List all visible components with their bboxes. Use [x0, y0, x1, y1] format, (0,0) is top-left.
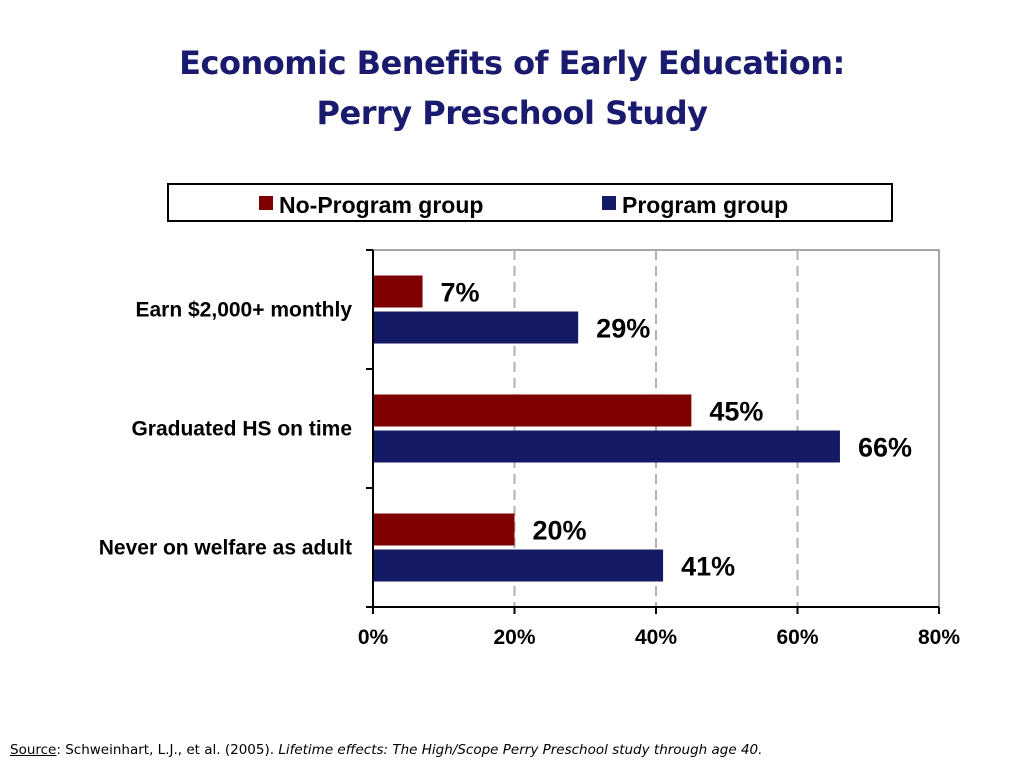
x-tick-label: 40%: [635, 626, 677, 649]
legend-swatch-no-program: [259, 196, 273, 210]
title-line-1: Economic Benefits of Early Education:: [179, 44, 845, 82]
x-tick-label: 80%: [918, 626, 960, 649]
data-label: 20%: [533, 516, 587, 546]
slide-title: Economic Benefits of Early Education: Pe…: [0, 38, 1024, 138]
bar-no-program: [373, 513, 515, 546]
bar-program: [373, 311, 579, 344]
data-label: 66%: [858, 433, 912, 463]
data-label: 45%: [709, 397, 763, 427]
source-label: Source: [10, 742, 57, 758]
category-label: Never on welfare as adult: [99, 537, 352, 560]
bar-no-program: [373, 275, 423, 308]
legend-box: [167, 183, 893, 222]
bar-program: [373, 549, 664, 582]
category-label: Graduated HS on time: [131, 418, 352, 441]
data-label: 41%: [681, 552, 735, 582]
x-tick-label: 0%: [358, 626, 389, 649]
data-label: 7%: [441, 278, 480, 308]
category-label: Earn $2,000+ monthly: [135, 299, 352, 322]
source-work-title: Lifetime effects: The High/Scope Perry P…: [278, 742, 763, 758]
bar-no-program: [373, 394, 692, 427]
legend-entry: Program group: [622, 192, 788, 218]
bar-program: [373, 430, 840, 463]
title-line-2: Perry Preschool Study: [316, 94, 708, 132]
x-tick-label: 20%: [493, 626, 535, 649]
data-label: 29%: [596, 314, 650, 344]
x-tick-label: 60%: [776, 626, 818, 649]
legend-swatch-program: [602, 196, 616, 210]
legend-entry: No-Program group: [279, 192, 483, 218]
source-authors: : Schweinhart, L.J., et al. (2005).: [56, 742, 279, 758]
source-citation: Source: Schweinhart, L.J., et al. (2005)…: [10, 742, 762, 758]
